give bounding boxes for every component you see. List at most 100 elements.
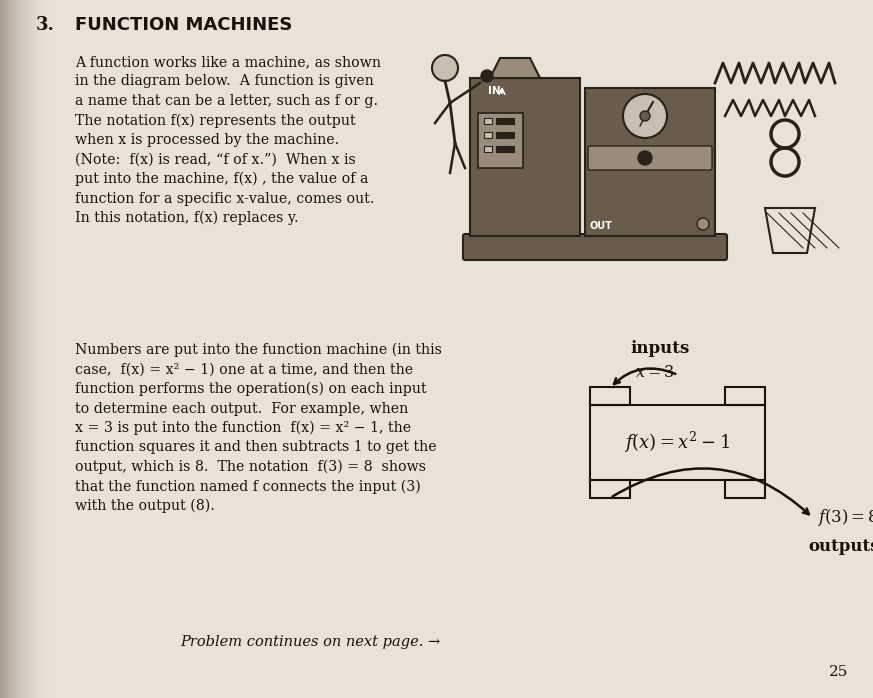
Bar [9,0,10,698]
Bar [11,0,12,698]
Bar [478,113,523,168]
Bar [26,0,27,698]
Bar [33,0,34,698]
Bar [0,0,1,698]
Text: that the function named f connects the input (3): that the function named f connects the i… [75,480,421,494]
Text: IN: IN [488,86,500,96]
Text: in the diagram below.  A function is given: in the diagram below. A function is give… [75,75,374,89]
Bar [0,0,1,698]
Bar [0,0,1,698]
Bar [16,0,17,698]
Bar [21,0,22,698]
Text: output, which is 8.  The notation  f(3) = 8  shows: output, which is 8. The notation f(3) = … [75,460,426,475]
Bar [0,0,1,698]
Bar [50,0,51,698]
Bar [0,0,1,698]
Bar [1,0,2,698]
Bar [0,0,1,698]
Bar [0,0,1,698]
Polygon shape [490,58,540,78]
Bar [0,0,1,698]
Bar [0,0,1,698]
Text: put into the machine, f(x) , the value of a: put into the machine, f(x) , the value o… [75,172,368,186]
Bar [0,0,1,698]
Circle shape [638,151,652,165]
Bar [34,0,35,698]
Text: a name that can be a letter, such as f or g.: a name that can be a letter, such as f o… [75,94,378,108]
Bar [0,0,1,698]
Bar [0,0,1,698]
Bar [484,118,492,124]
Text: OUT: OUT [590,221,613,231]
Bar [0,0,1,698]
Bar [0,0,1,698]
Bar [43,0,44,698]
Text: $x = 3$: $x = 3$ [635,364,675,380]
Bar [0,0,1,698]
Bar [0,0,1,698]
Bar [7,0,8,698]
Bar [0,0,1,698]
Bar [590,405,765,480]
Text: $f(3) = 8$: $f(3) = 8$ [817,507,873,528]
Circle shape [623,94,667,138]
Bar [0,0,1,698]
Bar [41,0,42,698]
Bar [0,0,1,698]
Bar [44,0,45,698]
Bar [39,0,40,698]
Bar [0,0,1,698]
Bar [40,0,41,698]
Bar [470,78,580,236]
Bar [0,0,1,698]
Text: FUNCTION MACHINES: FUNCTION MACHINES [75,16,292,34]
Text: with the output (8).: with the output (8). [75,499,215,514]
Text: A function works like a machine, as shown: A function works like a machine, as show… [75,55,381,69]
Text: when x is processed by the machine.: when x is processed by the machine. [75,133,340,147]
Bar [0,0,1,698]
Bar [0,0,1,698]
Bar [585,88,715,236]
Bar [0,0,1,698]
Bar [0,0,1,698]
Bar [0,0,1,698]
Circle shape [432,55,458,81]
Bar [45,0,46,698]
Bar [0,0,1,698]
Bar [24,0,25,698]
Bar [0,0,1,698]
Bar [0,0,1,698]
Bar [0,0,1,698]
Bar [725,387,765,405]
Bar [0,0,1,698]
Bar [22,0,23,698]
Bar [0,0,1,698]
Bar [0,0,1,698]
Text: Numbers are put into the function machine (in this: Numbers are put into the function machin… [75,343,442,357]
Bar [0,0,1,698]
Bar [38,0,39,698]
Bar [484,146,492,152]
Circle shape [697,218,709,230]
Bar [0,0,1,698]
Bar [14,0,15,698]
Circle shape [640,111,650,121]
Bar [35,0,36,698]
Bar [0,0,1,698]
Bar [4,0,5,698]
Bar [0,0,1,698]
Bar [36,0,37,698]
Bar [37,0,38,698]
Text: (Note:  f(x) is read, “f of x.”)  When x is: (Note: f(x) is read, “f of x.”) When x i… [75,152,356,167]
Text: function for a specific x-value, comes out.: function for a specific x-value, comes o… [75,191,375,205]
Bar [42,0,43,698]
Bar [0,0,1,698]
FancyBboxPatch shape [463,234,727,260]
Bar [0,0,1,698]
Bar [0,0,1,698]
Bar [0,0,1,698]
Bar [30,0,31,698]
Bar [0,0,1,698]
Bar [0,0,1,698]
Bar [49,0,50,698]
